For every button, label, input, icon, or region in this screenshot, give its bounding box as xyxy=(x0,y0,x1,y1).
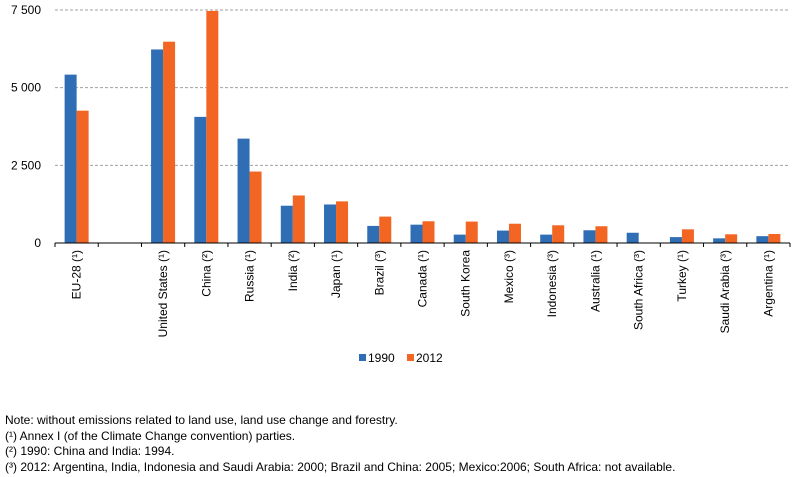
bar-1990 xyxy=(756,236,769,243)
bar-2012 xyxy=(292,195,305,243)
category-label: EU-28 (¹) xyxy=(70,250,84,299)
bar-1990 xyxy=(583,230,596,243)
bar-2012 xyxy=(336,201,349,243)
footnotes: Note: without emissions related to land … xyxy=(5,413,800,475)
bar-1990 xyxy=(64,74,77,243)
bar-1990 xyxy=(151,49,164,243)
category-label: Saudi Arabia (³) xyxy=(718,250,732,333)
bar-2012 xyxy=(249,171,262,243)
y-tick-label: 0 xyxy=(34,236,41,250)
note-line: (³) 2012: Argentina, India, Indonesia an… xyxy=(5,459,676,474)
note-line: (¹) Annex I (of the Climate Change conve… xyxy=(5,428,296,443)
bar-1990 xyxy=(496,230,509,243)
y-tick-label: 5 000 xyxy=(11,81,41,95)
category-label: South Korea xyxy=(459,250,473,317)
x-axis-tick-marks xyxy=(54,243,791,247)
bar-2012 xyxy=(508,223,521,243)
y-axis-ticks: 0 2 500 5 000 7 500 xyxy=(11,3,41,250)
legend-label: 1990 xyxy=(368,351,395,365)
category-label: Argentina (¹) xyxy=(761,250,775,317)
bar-1990 xyxy=(669,237,682,243)
bar-1990 xyxy=(713,238,726,243)
category-label: United States (¹) xyxy=(156,250,170,337)
category-label: Australia (¹) xyxy=(588,250,602,312)
legend-swatch xyxy=(359,354,366,361)
bar-2012 xyxy=(76,110,89,243)
category-label: China (²) xyxy=(199,250,213,297)
bar-1990 xyxy=(194,116,207,243)
gridlines xyxy=(55,9,790,166)
category-label: Japan (¹) xyxy=(329,250,343,298)
bar-2012 xyxy=(725,234,738,243)
legend-swatch xyxy=(407,354,414,361)
bars xyxy=(64,10,781,243)
bar-2012 xyxy=(465,221,478,243)
legend: 1990 2012 xyxy=(359,351,443,365)
bar-1990 xyxy=(280,205,293,243)
bar-1990 xyxy=(540,234,553,243)
bar-chart: 0 2 500 5 000 7 500 EU-28 (¹) United States … xyxy=(11,3,791,365)
bar-1990 xyxy=(324,204,337,243)
bar-2012 xyxy=(552,225,565,243)
note-line: Note: without emissions related to land … xyxy=(5,413,398,427)
bar-1990 xyxy=(626,232,639,243)
category-label: Canada (¹) xyxy=(416,250,430,307)
category-label: Mexico (³) xyxy=(502,250,516,303)
bar-2012 xyxy=(379,216,392,243)
category-label: South Africa (³) xyxy=(632,250,646,330)
y-tick-label: 7 500 xyxy=(11,3,41,17)
bar-1990 xyxy=(453,234,466,243)
bar-1990 xyxy=(237,138,250,243)
bar-2012 xyxy=(768,233,781,243)
bar-1990 xyxy=(367,225,380,243)
category-labels: EU-28 (¹) United States (¹) China (²) Russi… xyxy=(70,250,776,338)
note-line: (²) 1990: China and India: 1994. xyxy=(5,444,175,458)
category-label: Russia (¹) xyxy=(243,250,257,302)
legend-label: 2012 xyxy=(416,351,443,365)
bar-2012 xyxy=(163,41,176,243)
bar-2012 xyxy=(206,10,219,243)
bar-2012 xyxy=(681,229,694,243)
category-label: Brazil (³) xyxy=(372,250,386,295)
category-label: Turkey (¹) xyxy=(675,250,689,302)
category-label: Indonesia (³) xyxy=(545,250,559,317)
bar-2012 xyxy=(422,221,435,243)
category-label: India (²) xyxy=(286,250,300,291)
bar-1990 xyxy=(410,224,423,243)
y-tick-label: 2 500 xyxy=(11,158,41,172)
bar-2012 xyxy=(595,226,608,243)
